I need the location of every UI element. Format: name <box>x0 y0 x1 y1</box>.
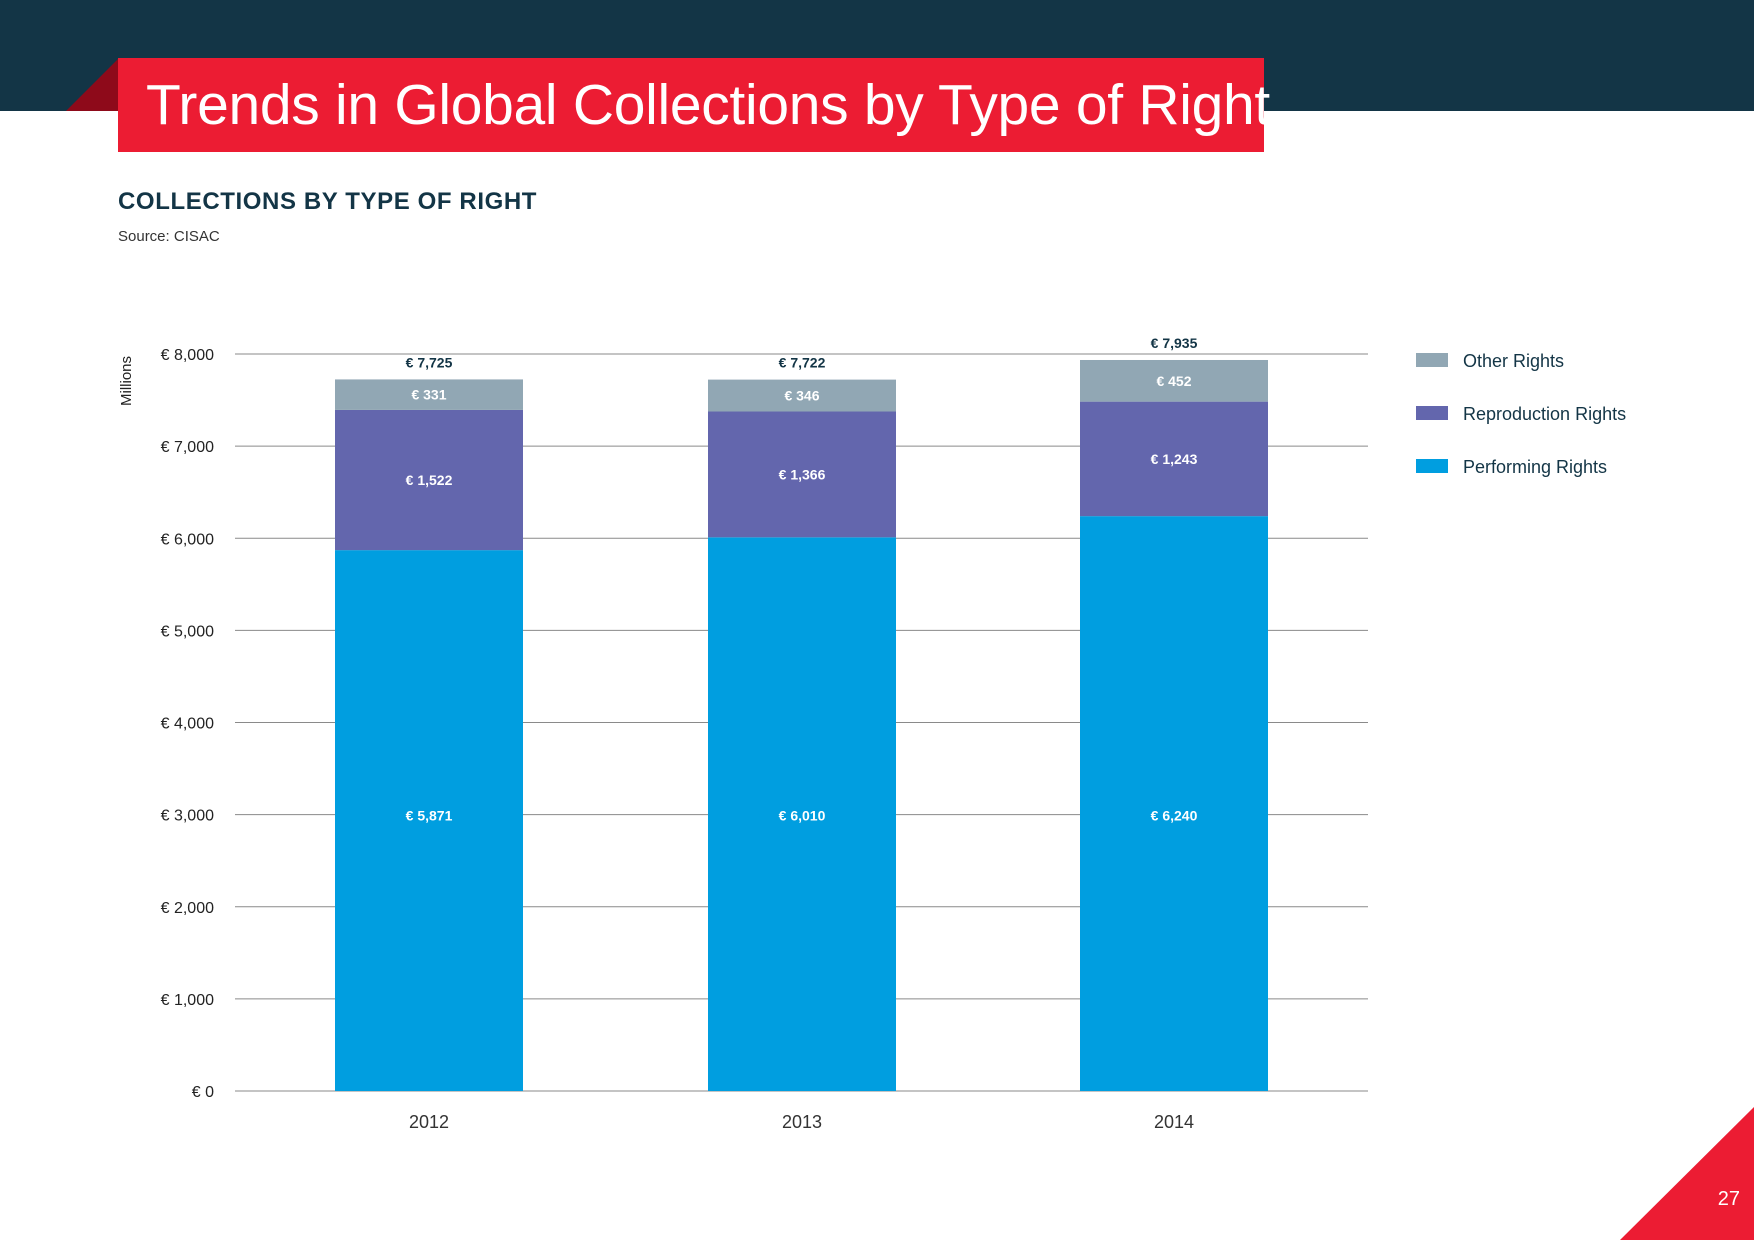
legend-swatch <box>1416 459 1448 473</box>
total-label: € 7,935 <box>1151 335 1198 351</box>
data-label: € 5,871 <box>406 808 453 824</box>
legend-label: Other Rights <box>1463 351 1564 371</box>
data-label: € 1,366 <box>779 466 826 482</box>
y-tick-label: € 2,000 <box>161 900 214 917</box>
bar-segment-performing-rights <box>708 537 896 1091</box>
bar-segment-performing-rights <box>1080 516 1268 1091</box>
y-tick-label: € 1,000 <box>161 992 214 1009</box>
page-title: Trends in Global Collections by Type of … <box>146 73 1270 137</box>
bar-segment-other-rights <box>708 379 896 412</box>
x-tick-label: 2014 <box>1154 1112 1194 1132</box>
source-note: Source: CISAC <box>118 228 220 245</box>
data-label: € 6,010 <box>779 808 826 824</box>
data-label: € 452 <box>1156 373 1191 389</box>
legend-swatch <box>1416 353 1448 367</box>
section-heading: COLLECTIONS BY TYPE OF RIGHT <box>118 188 538 215</box>
x-tick-label: 2013 <box>782 1112 822 1132</box>
y-axis-title: Millions <box>118 356 135 406</box>
y-tick-label: € 5,000 <box>161 623 214 640</box>
bar-segment-performing-rights <box>335 550 523 1091</box>
y-tick-label: € 3,000 <box>161 808 214 825</box>
bar-segment-reproduction-rights <box>335 409 523 551</box>
bar-segment-reproduction-rights <box>1080 401 1268 517</box>
y-tick-label: € 7,000 <box>161 439 214 456</box>
bar-segment-other-rights <box>335 379 523 410</box>
legend-label: Performing Rights <box>1463 457 1607 477</box>
data-label: € 6,240 <box>1151 808 1198 824</box>
page-number: 27 <box>1717 1188 1740 1210</box>
y-tick-label: € 8,000 <box>161 347 214 364</box>
y-tick-label: € 0 <box>192 1084 214 1101</box>
y-tick-label: € 6,000 <box>161 531 214 548</box>
x-tick-label: 2012 <box>409 1112 449 1132</box>
legend-label: Reproduction Rights <box>1463 404 1626 424</box>
total-label: € 7,725 <box>406 354 453 370</box>
data-label: € 1,522 <box>406 472 453 488</box>
data-label: € 346 <box>784 388 819 404</box>
title-banner: Trends in Global Collections by Type of … <box>118 58 1270 152</box>
legend-swatch <box>1416 406 1448 420</box>
bar-segment-other-rights <box>1080 359 1268 402</box>
data-label: € 1,243 <box>1151 451 1198 467</box>
total-label: € 7,722 <box>779 355 826 371</box>
y-tick-label: € 4,000 <box>161 716 214 733</box>
bar-segment-reproduction-rights <box>708 411 896 538</box>
data-label: € 331 <box>411 387 446 403</box>
